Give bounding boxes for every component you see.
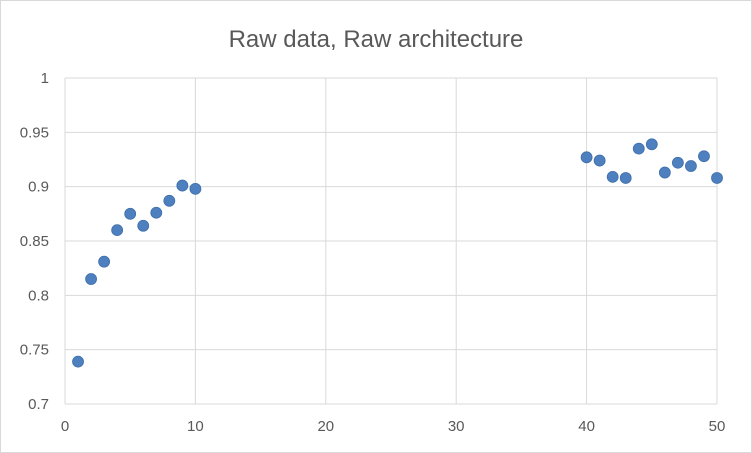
y-tick-label: 0.9 — [28, 179, 49, 196]
gridlines — [64, 77, 718, 405]
data-point — [711, 172, 723, 184]
data-point — [685, 160, 697, 172]
data-point — [150, 206, 163, 219]
data-point — [632, 142, 645, 155]
y-tick-label: 0.75 — [20, 342, 49, 359]
data-point — [580, 151, 593, 164]
y-tick-label: 0.95 — [20, 124, 49, 141]
y-tick-label: 0.8 — [28, 287, 49, 304]
data-point — [671, 156, 684, 169]
data-point — [189, 182, 202, 195]
data-point — [85, 273, 97, 285]
data-point — [72, 355, 84, 368]
data-point — [176, 179, 189, 192]
x-tick-label: 30 — [448, 418, 465, 435]
data-point — [124, 207, 137, 220]
data-point — [658, 166, 671, 179]
data-point — [163, 194, 176, 207]
chart-title: Raw data, Raw architecture — [229, 26, 524, 53]
data-points — [72, 138, 723, 368]
data-point — [593, 154, 606, 167]
x-tick-label: 10 — [187, 418, 204, 435]
data-point — [137, 219, 150, 232]
y-tick-label: 1 — [41, 70, 49, 87]
data-point — [645, 138, 658, 151]
data-point — [111, 224, 124, 237]
x-tick-label: 20 — [317, 418, 334, 435]
x-tick-label: 50 — [709, 418, 726, 435]
x-tick-label: 40 — [578, 418, 595, 435]
data-point — [606, 170, 619, 183]
data-point — [98, 255, 111, 268]
data-point — [698, 150, 710, 163]
y-tick-label: 0.85 — [20, 233, 49, 250]
data-point — [619, 172, 632, 184]
x-tick-label: 0 — [61, 418, 69, 435]
y-tick-label: 0.7 — [28, 396, 49, 413]
